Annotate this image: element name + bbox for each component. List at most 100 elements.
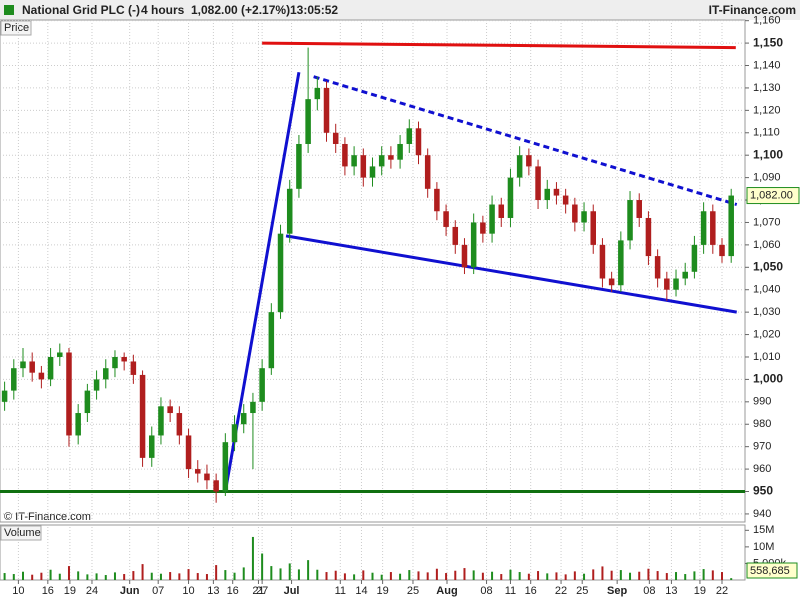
candle-body	[654, 256, 661, 279]
x-tick-label: 16	[42, 585, 54, 597]
candle-body	[103, 368, 109, 380]
candle-body	[728, 195, 734, 257]
y-tick-label: 1,060	[753, 239, 781, 251]
candle-body	[342, 143, 348, 167]
candle-body	[590, 211, 596, 245]
volume-bar	[242, 567, 245, 580]
volume-bar	[702, 569, 705, 580]
trend-line	[262, 41, 736, 50]
volume-bar	[555, 572, 558, 580]
brand: IT-Finance.com	[709, 3, 796, 17]
volume-bar	[500, 574, 503, 580]
volume-bar	[445, 573, 448, 580]
candle-body	[526, 155, 532, 167]
candle-body	[535, 166, 541, 201]
candle-body	[296, 143, 302, 189]
volume-bar	[21, 571, 24, 580]
volume-bar	[261, 553, 264, 580]
volume-label: Volume	[4, 527, 41, 539]
y-tick-label: 960	[753, 463, 771, 475]
x-tick-label: 11	[335, 585, 346, 597]
volume-bar	[380, 574, 383, 580]
candle-body	[434, 188, 440, 212]
candle-body	[57, 352, 63, 357]
volume-bar	[334, 570, 337, 580]
y-tick-label: 980	[753, 418, 771, 430]
candle-body	[489, 204, 495, 234]
x-tick-label: 27	[256, 585, 268, 597]
volume-bar	[509, 569, 512, 580]
header-bar	[0, 0, 800, 20]
volume-bar	[178, 573, 181, 580]
volume-bar	[435, 568, 438, 580]
x-tick-label: 16	[227, 585, 239, 597]
candle-body	[572, 204, 578, 223]
candle-body	[553, 188, 560, 196]
volume-tick-label: 15M	[753, 524, 774, 536]
volume-bar	[307, 560, 310, 580]
y-tick-label: 970	[753, 441, 771, 453]
volume-bar	[113, 572, 116, 580]
candle-body	[470, 222, 477, 268]
interval: 4 hours	[141, 3, 185, 17]
candle-body	[112, 356, 118, 369]
x-tick-label: 16	[525, 585, 537, 597]
volume-bar	[67, 566, 70, 580]
candle-body	[84, 390, 91, 414]
x-tick-label: 13	[665, 585, 677, 597]
x-tick-label: 19	[376, 585, 388, 597]
x-tick-label: 08	[480, 585, 492, 597]
symbol: National Grid PLC (-)	[22, 3, 140, 17]
candle-body	[29, 361, 35, 373]
candle-body	[378, 155, 385, 167]
y-tick-label: 1,090	[753, 172, 781, 184]
volume-bar	[270, 566, 273, 580]
volume-bar	[31, 574, 34, 580]
candle-body	[204, 473, 210, 481]
candle-body	[544, 188, 551, 201]
trend-line	[285, 234, 737, 314]
candle-body	[11, 368, 17, 391]
volume-bar	[362, 570, 365, 580]
candle-body	[93, 379, 100, 391]
volume-bar	[426, 572, 429, 580]
volume-bar	[491, 571, 494, 580]
x-tick-label: 10	[182, 585, 194, 597]
candle-body	[452, 226, 459, 245]
y-tick-label: 1,160	[753, 15, 781, 27]
candle-body	[176, 413, 183, 436]
candle-body	[424, 155, 431, 189]
volume-bar	[408, 570, 411, 580]
candle-body	[443, 211, 449, 227]
candle-body	[461, 244, 468, 268]
candle-body	[286, 188, 293, 234]
last-volume-box	[746, 562, 798, 579]
candle-body	[406, 128, 413, 144]
volume-bar	[251, 536, 254, 580]
last-price-label: 1,082.00	[750, 189, 793, 201]
last-volume-label: 558,685	[750, 565, 790, 577]
candle-body	[351, 155, 357, 167]
volume-bar	[463, 568, 466, 580]
volume-bar	[169, 572, 172, 580]
volume-bar	[537, 571, 540, 580]
candle-body	[139, 374, 146, 458]
x-tick-label: 19	[694, 585, 706, 597]
volume-bar	[472, 570, 475, 580]
candle-body	[323, 87, 330, 133]
volume-bar	[123, 574, 126, 580]
candle-body	[369, 166, 376, 178]
volume-bar	[279, 568, 282, 580]
y-tick-label: 1,000	[753, 372, 783, 386]
volume-bar	[583, 573, 586, 580]
candle-body	[231, 424, 238, 443]
candle-body	[360, 155, 367, 178]
y-tick-label: 1,020	[753, 328, 781, 340]
candle-body	[66, 352, 72, 436]
volume-bar	[610, 570, 613, 580]
y-tick-label: 940	[753, 508, 771, 520]
y-tick-label: 1,040	[753, 284, 781, 296]
volume-bar	[49, 569, 52, 580]
